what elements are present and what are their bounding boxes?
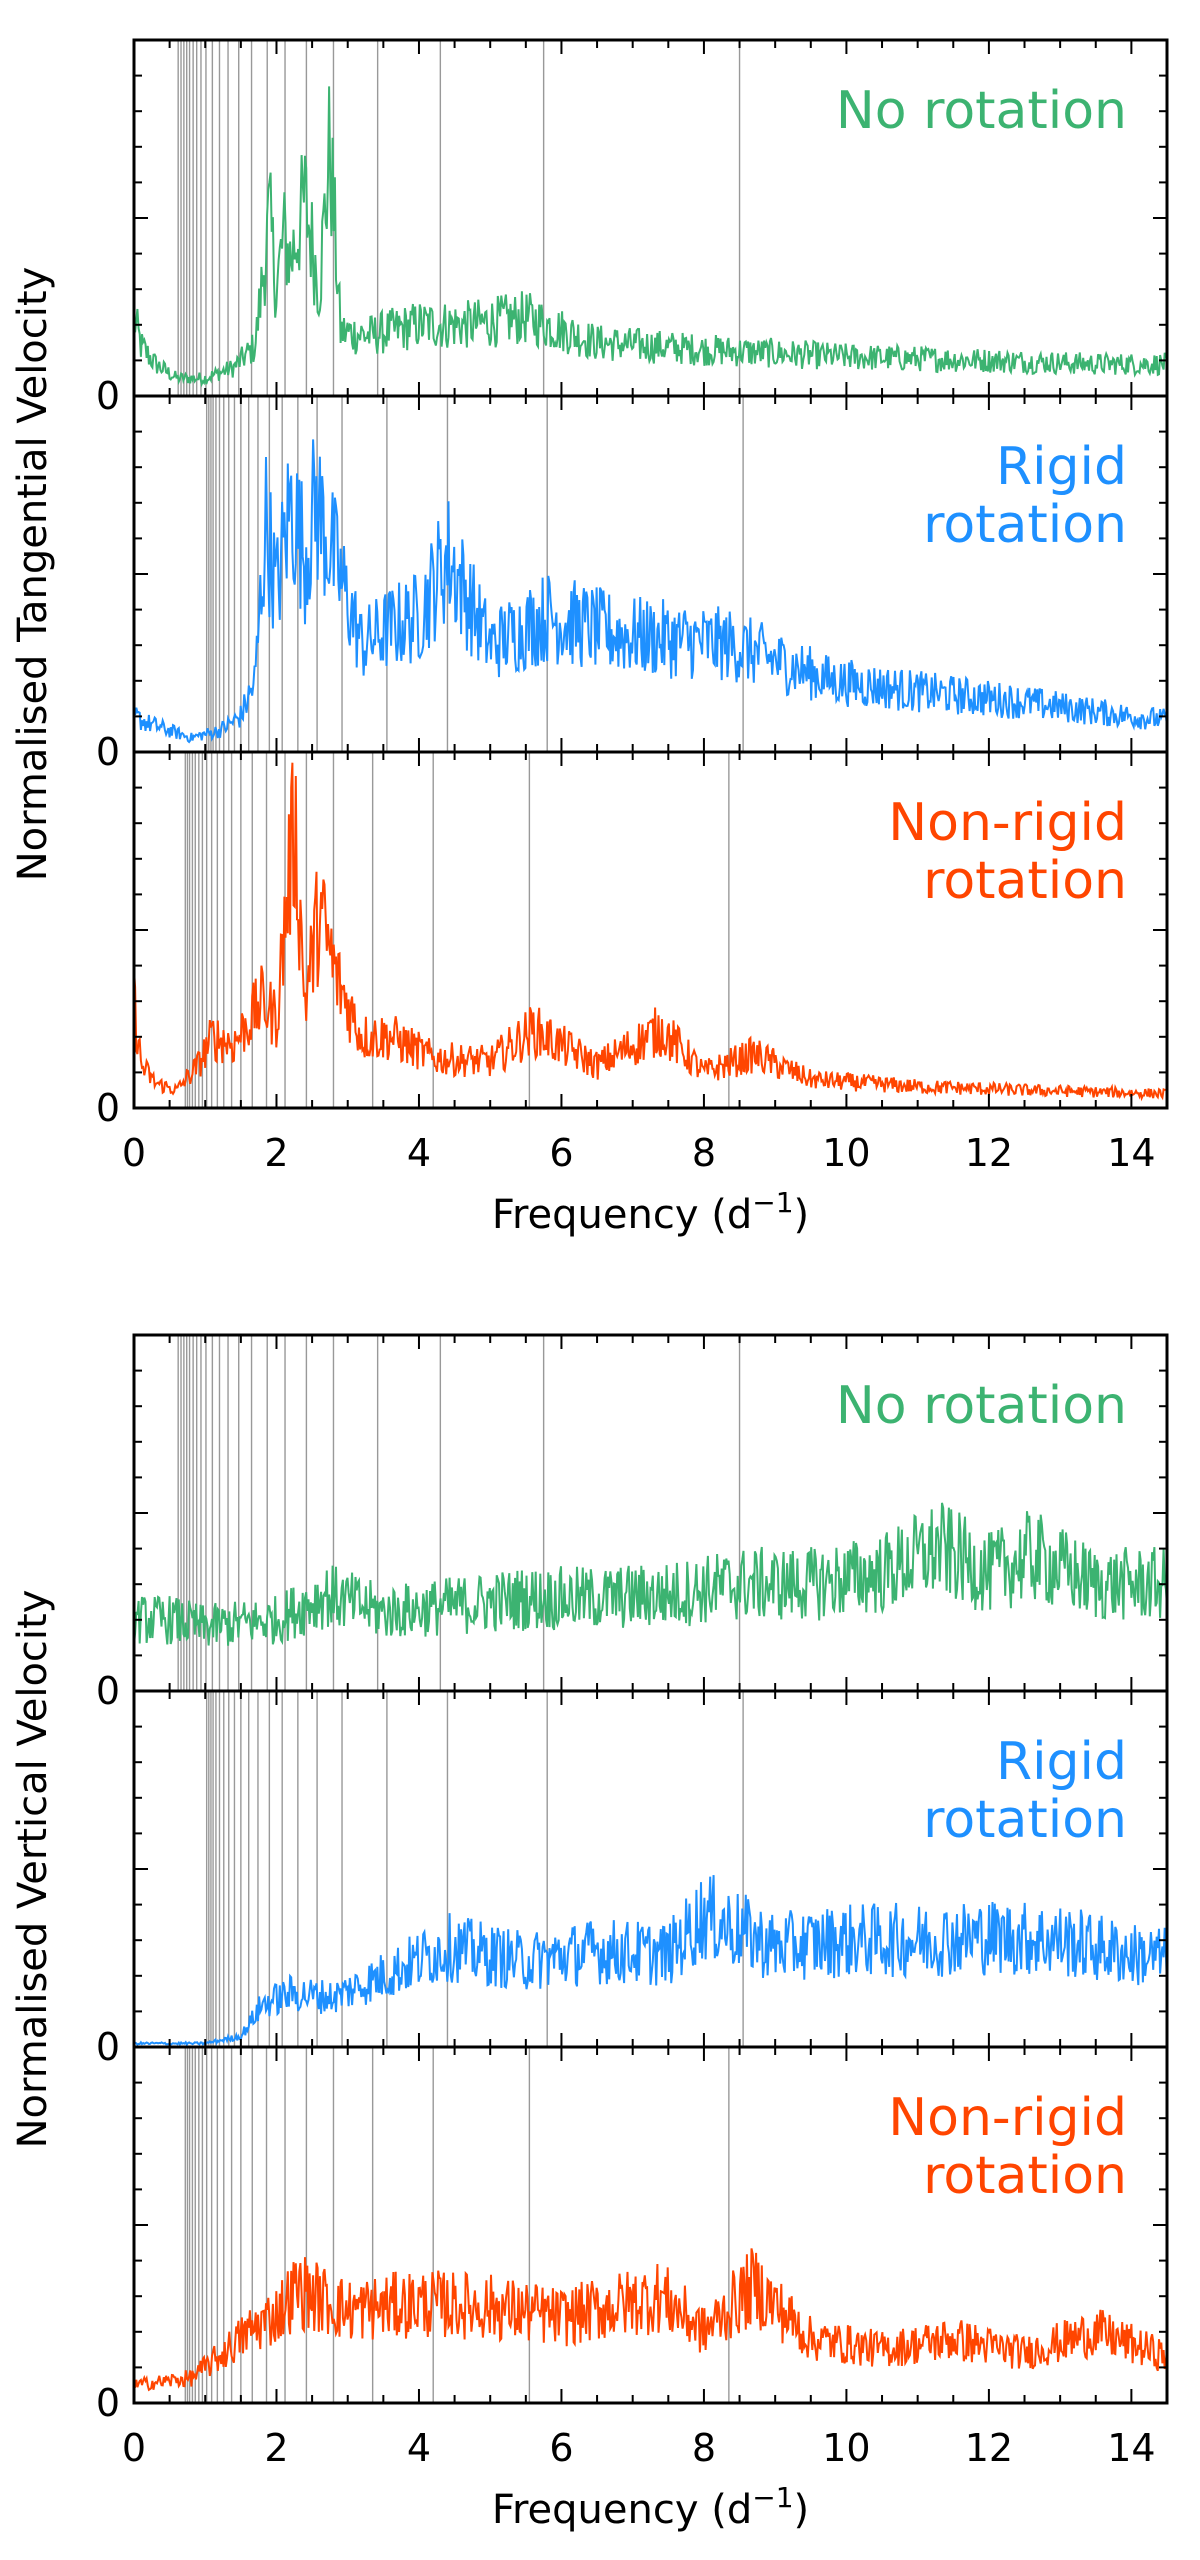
y-axis-title: Normalised Vertical Velocity (10, 1590, 56, 2149)
figure-1: 0No rotation0Rigidrotation0Non-rigidrota… (10, 38, 1169, 1238)
x-tick-label: 4 (407, 1131, 431, 1175)
x-tick-label: 4 (407, 2426, 431, 2470)
series-line-no_rotation (133, 86, 1168, 388)
panel-label: Rigid (996, 1732, 1127, 1792)
x-tick-label: 14 (1107, 2426, 1155, 2470)
panel-label: rotation (923, 1790, 1127, 1850)
panel-label: rotation (923, 2146, 1127, 2206)
figure-2: 0No rotation0Rigidrotation0Non-rigidrota… (10, 1333, 1169, 2533)
x-axis-title: Frequency (d−1) (492, 1186, 809, 1238)
x-tick-label: 8 (692, 1131, 716, 1175)
x-tick-label: 10 (822, 2426, 870, 2470)
series-line-non_rigid_rotation (133, 762, 1168, 1102)
series-line-rigid_rotation (133, 439, 1168, 744)
y-tick-label: 0 (96, 2025, 120, 2069)
y-tick-label: 0 (96, 1669, 120, 1713)
x-tick-label: 0 (122, 2426, 146, 2470)
panel-label: No rotation (836, 1376, 1127, 1436)
panel-label: rotation (923, 851, 1127, 911)
y-tick-label: 0 (96, 2381, 120, 2425)
x-tick-label: 6 (549, 2426, 573, 2470)
x-tick-label: 6 (549, 1131, 573, 1175)
series-line-non_rigid_rotation (133, 2248, 1168, 2392)
y-axis-title: Normalised Tangential Velocity (10, 267, 56, 881)
y-tick-label: 0 (96, 374, 120, 418)
panel-1-1: 0 No rotation (96, 38, 1169, 418)
series-line-no_rotation (133, 1502, 1168, 1646)
x-tick-label: 14 (1107, 1131, 1155, 1175)
panel-label: Non-rigid (888, 2088, 1127, 2148)
panel-2-1: 0 No rotation (96, 1333, 1169, 1713)
x-tick-label: 12 (965, 1131, 1013, 1175)
x-tick-label: 0 (122, 1131, 146, 1175)
x-tick-label: 10 (822, 1131, 870, 1175)
y-tick-label: 0 (96, 730, 120, 774)
x-tick-label: 12 (965, 2426, 1013, 2470)
y-tick-label: 0 (96, 1086, 120, 1130)
x-axis-title: Frequency (d−1) (492, 2481, 809, 2533)
x-tick-label: 2 (264, 1131, 288, 1175)
panel-label: Non-rigid (888, 793, 1127, 853)
x-tick-label: 2 (264, 2426, 288, 2470)
x-tick-label: 8 (692, 2426, 716, 2470)
panel-label: No rotation (836, 81, 1127, 141)
series-line-rigid_rotation (133, 1875, 1168, 2047)
panel-label: rotation (923, 495, 1127, 555)
panel-label: Rigid (996, 437, 1127, 497)
